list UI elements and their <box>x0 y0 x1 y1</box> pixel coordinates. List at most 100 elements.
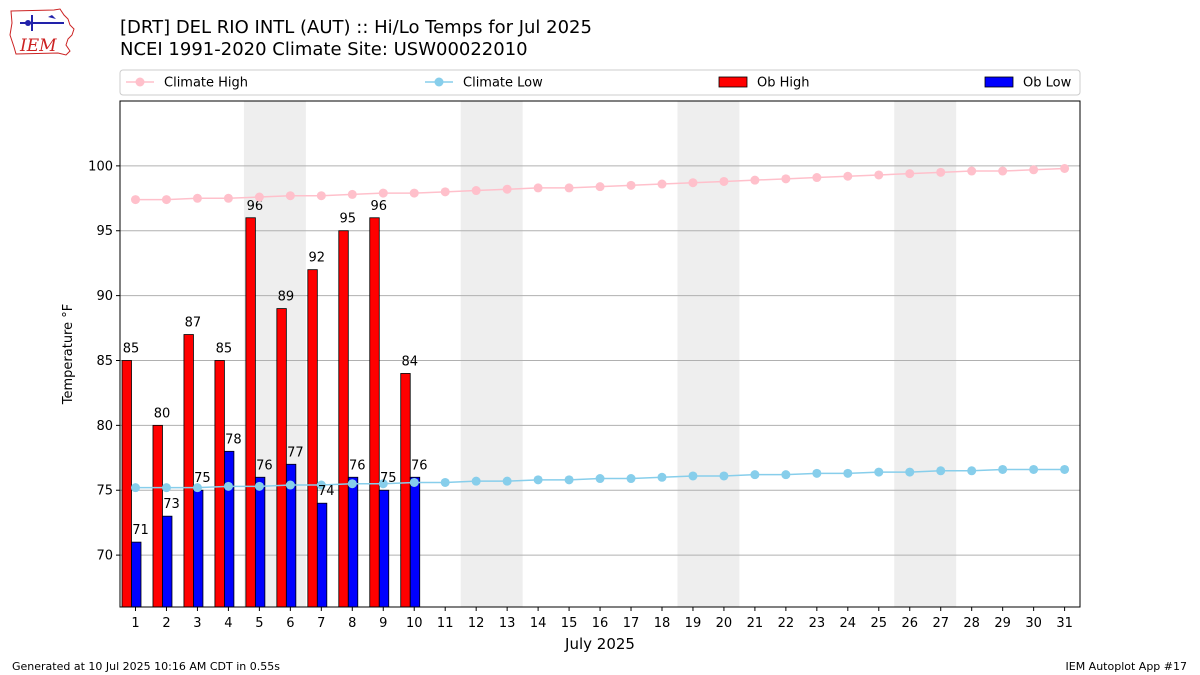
x-tick-label: 13 <box>499 616 516 631</box>
climate-low-point <box>285 480 295 490</box>
climate-high-point <box>1060 163 1070 173</box>
iem-logo: IEM <box>9 8 75 56</box>
ob-low-label: 75 <box>380 471 397 486</box>
climate-high-point <box>347 189 357 199</box>
ob-high-bar <box>214 360 225 608</box>
climate-high-point <box>564 183 574 193</box>
x-tick-label: 19 <box>685 616 702 631</box>
climate-high-point <box>595 182 605 192</box>
climate-low-point <box>471 476 481 486</box>
climate-low-point <box>223 481 233 491</box>
climate-high-point <box>502 184 512 194</box>
climate-high-point <box>131 195 140 205</box>
logo-text: IEM <box>19 36 57 56</box>
climate-low-point <box>936 466 946 476</box>
x-tick-label: 21 <box>747 616 764 631</box>
climate-high-point <box>843 171 853 181</box>
weekend-shade <box>460 101 523 607</box>
climate-high-point <box>781 174 791 184</box>
legend-box <box>119 69 1081 96</box>
climate-low-point <box>1060 464 1070 474</box>
ob-high-bar <box>152 424 163 608</box>
legend-climate-high-marker <box>135 77 145 87</box>
x-tick-label: 7 <box>317 616 325 631</box>
climate-high-point <box>812 173 822 183</box>
climate-high-point <box>750 175 760 185</box>
x-tick-label: 22 <box>778 616 795 631</box>
ob-low-label: 76 <box>349 458 366 473</box>
x-tick-label: 25 <box>871 616 888 631</box>
ob-high-label: 92 <box>309 251 326 266</box>
climate-low-point <box>440 477 450 487</box>
climate-high-point <box>657 179 667 189</box>
climate-high-point <box>378 188 388 198</box>
legend-ob-high-swatch <box>718 76 748 88</box>
ob-high-label: 85 <box>216 341 233 356</box>
climate-low-point <box>905 467 915 477</box>
x-tick-label: 9 <box>379 616 387 631</box>
climate-high-point <box>998 166 1008 176</box>
x-tick-label: 10 <box>406 616 423 631</box>
climate-high-point <box>1029 165 1039 175</box>
climate-low-point <box>750 470 760 480</box>
climate-low-point <box>347 479 357 489</box>
climate-high-point <box>936 167 946 177</box>
x-tick-label: 28 <box>963 616 980 631</box>
ob-low-bar <box>409 476 421 608</box>
climate-high-point <box>967 166 977 176</box>
climate-low-point <box>131 483 140 493</box>
ob-low-bar <box>162 515 173 608</box>
climate-high-point <box>440 187 450 197</box>
climate-high-point <box>471 186 481 196</box>
y-tick-label: 95 <box>96 224 113 239</box>
ob-high-bar <box>121 360 132 608</box>
x-tick-label: 29 <box>994 616 1011 631</box>
ob-low-label: 74 <box>318 484 335 499</box>
ob-low-label: 71 <box>132 523 149 538</box>
ob-low-label: 76 <box>256 458 273 473</box>
climate-low-point <box>161 483 171 493</box>
x-tick-label: 16 <box>592 616 609 631</box>
x-tick-label: 24 <box>840 616 857 631</box>
x-tick-label: 27 <box>932 616 949 631</box>
climate-low-point <box>998 464 1008 474</box>
climate-low-point <box>626 474 636 484</box>
ob-high-label: 85 <box>123 341 140 356</box>
ob-low-bar <box>378 489 390 608</box>
climate-low-point <box>657 472 667 482</box>
x-tick-label: 23 <box>809 616 826 631</box>
weekend-shade <box>677 101 740 607</box>
climate-low-point <box>316 480 326 490</box>
ob-low-bar <box>131 541 142 608</box>
app-note: IEM Autoplot App #17 <box>1065 660 1188 673</box>
ob-high-label: 84 <box>401 354 418 369</box>
x-tick-label: 3 <box>193 616 201 631</box>
climate-low-point <box>378 479 388 489</box>
x-tick-label: 4 <box>224 616 232 631</box>
x-tick-label: 12 <box>468 616 485 631</box>
climate-low-point <box>781 470 791 480</box>
chart-subtitle: NCEI 1991-2020 Climate Site: USW00022010 <box>120 39 528 60</box>
climate-low-point <box>812 468 822 478</box>
x-tick-label: 17 <box>623 616 640 631</box>
climate-low-point <box>719 471 729 481</box>
chart-title: [DRT] DEL RIO INTL (AUT) :: Hi/Lo Temps … <box>120 17 592 38</box>
climate-low-point <box>409 477 419 487</box>
climate-low-point <box>533 475 543 485</box>
climate-high-point <box>409 188 419 198</box>
legend-ob-low-label: Ob Low <box>1023 76 1072 91</box>
climate-low-point <box>254 481 264 491</box>
y-tick-label: 85 <box>96 354 113 369</box>
ob-low-label: 76 <box>411 458 428 473</box>
climate-high-point <box>316 191 326 201</box>
climate-high-point <box>533 183 543 193</box>
climate-low-point <box>192 483 202 493</box>
x-tick-label: 1 <box>131 616 139 631</box>
ob-high-label: 96 <box>247 199 264 214</box>
climate-low-point <box>874 467 884 477</box>
legend-climate-high-label: Climate High <box>164 76 248 91</box>
climate-high-point <box>223 193 233 203</box>
y-tick-label: 90 <box>96 289 113 304</box>
ob-high-label: 87 <box>185 316 202 331</box>
